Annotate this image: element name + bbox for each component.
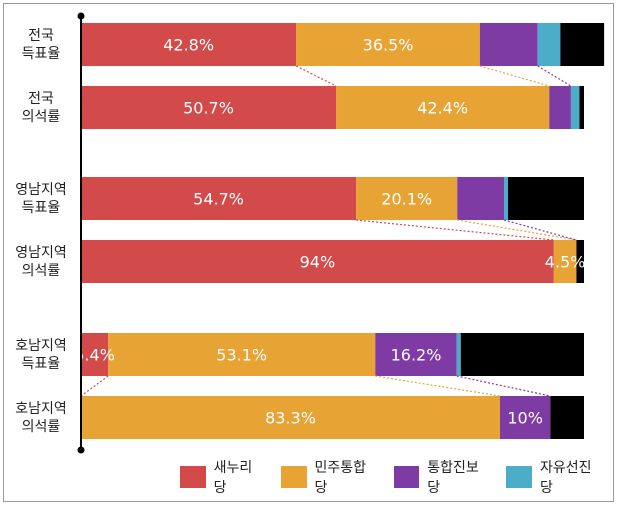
bar-민주통합당-3 [553,240,577,283]
legend-item-3: 자유선진당 [506,457,599,497]
bar-기타-3 [576,240,584,283]
bar-기타-4 [460,333,584,376]
category-label-line1: 영남지역 [15,181,67,198]
data-label-새누리당-1: 50.7% [183,99,234,118]
data-label-통합진보당-5: 10% [507,409,543,428]
bar-기타-1 [579,86,584,129]
category-label-line2: 득표율 [21,355,61,372]
connector-0-1 [296,65,337,87]
data-label-민주통합당-1: 42.4% [417,99,468,118]
category-label-2: 영남지역 득표율 [6,181,76,217]
bar-기타-2 [508,177,584,220]
bar-통합진보당-2 [457,177,505,220]
legend-label: 민주통합당 [314,460,367,496]
bar-통합진보당-0 [479,23,538,66]
bar-자유선진당-1 [570,86,580,129]
connector-2-2 [375,375,501,397]
bar-통합진보당-1 [549,86,571,129]
data-label-새누리당-0: 42.8% [163,36,214,55]
bar-자유선진당-2 [504,177,509,220]
bar-새누리당-4 [81,333,109,376]
connector-1-2 [457,219,577,241]
bar-민주통합당-4 [108,333,376,376]
category-label-line2: 의석률 [21,108,61,125]
bar-새누리당-3 [81,240,554,283]
data-label-민주통합당-4: 53.1% [216,346,267,365]
bar-새누리당-0 [81,23,297,66]
category-label-line1: 호남지역 [15,337,67,354]
legend: 새누리당 민주통합당 통합진보당 자유선진당 [180,460,619,496]
category-label-1: 전국 의석률 [6,90,76,126]
legend-item-2: 통합진보당 [393,457,487,497]
category-label-4: 호남지역 득표율 [6,337,76,373]
category-label-3: 영남지역 의석률 [6,244,76,280]
bar-기타-5 [550,396,584,439]
category-label-line2: 득표율 [21,45,61,62]
data-label-새누리당-3: 94% [300,253,336,272]
category-label-line1: 전국 [28,90,54,107]
connector-2-3 [456,375,551,397]
legend-label: 새누리당 [213,460,253,496]
connector-1-3 [503,219,577,241]
legend-swatch [180,466,206,488]
legend-item-1: 민주통합당 [280,457,374,497]
bar-기타-0 [560,23,605,66]
bar-민주통합당-1 [336,86,550,129]
connector-0-3 [537,65,572,87]
data-label-새누리당-2: 54.7% [193,190,244,209]
bar-통합진보당-4 [375,333,457,376]
data-label-민주통합당-5: 83.3% [265,409,316,428]
bar-통합진보당-5 [500,396,551,439]
connector-1-1 [356,219,554,241]
category-label-line1: 영남지역 [15,244,67,261]
legend-swatch [280,466,307,488]
category-label-line2: 의석률 [21,262,61,279]
connector-0-2 [479,65,550,87]
data-label-민주통합당-0: 36.5% [363,36,414,55]
connectors [80,65,577,397]
category-label-line2: 득표율 [21,199,61,216]
axis-bottom-dot [77,446,85,454]
chart-frame [3,3,614,502]
data-label-민주통합당-3: 4.5% [545,253,586,272]
bar-새누리당-1 [81,86,337,129]
category-label-line1: 전국 [28,27,54,44]
legend-label: 통합진보당 [427,460,479,496]
legend-item-0: 새누리당 [180,457,261,497]
bars [81,23,605,439]
bar-민주통합당-5 [81,396,500,439]
bar-자유선진당-0 [537,23,561,66]
legend-swatch [506,466,532,488]
connector-2-1 [80,375,109,397]
category-label-line2: 의석률 [21,418,61,435]
category-label-line1: 호남지역 [15,400,67,417]
data-labels: 42.8% 50.7% 54.7% 94% 5.4% 36.5% 42.4% 20.1% 4.5… [74,36,585,428]
legend-label: 자유선진당 [539,460,592,496]
data-label-민주통합당-2: 20.1% [381,190,432,209]
bar-민주통합당-2 [356,177,458,220]
bar-자유선진당-4 [456,333,461,376]
bar-민주통합당-0 [296,23,480,66]
category-label-5: 호남지역 의석률 [6,400,76,436]
category-label-0: 전국 득표율 [6,27,76,63]
data-label-새누리당-4: 5.4% [74,346,115,365]
bar-새누리당-2 [81,177,357,220]
legend-swatch [393,466,420,488]
axis-top-dot [77,12,85,20]
data-label-통합진보당-4: 16.2% [391,346,442,365]
